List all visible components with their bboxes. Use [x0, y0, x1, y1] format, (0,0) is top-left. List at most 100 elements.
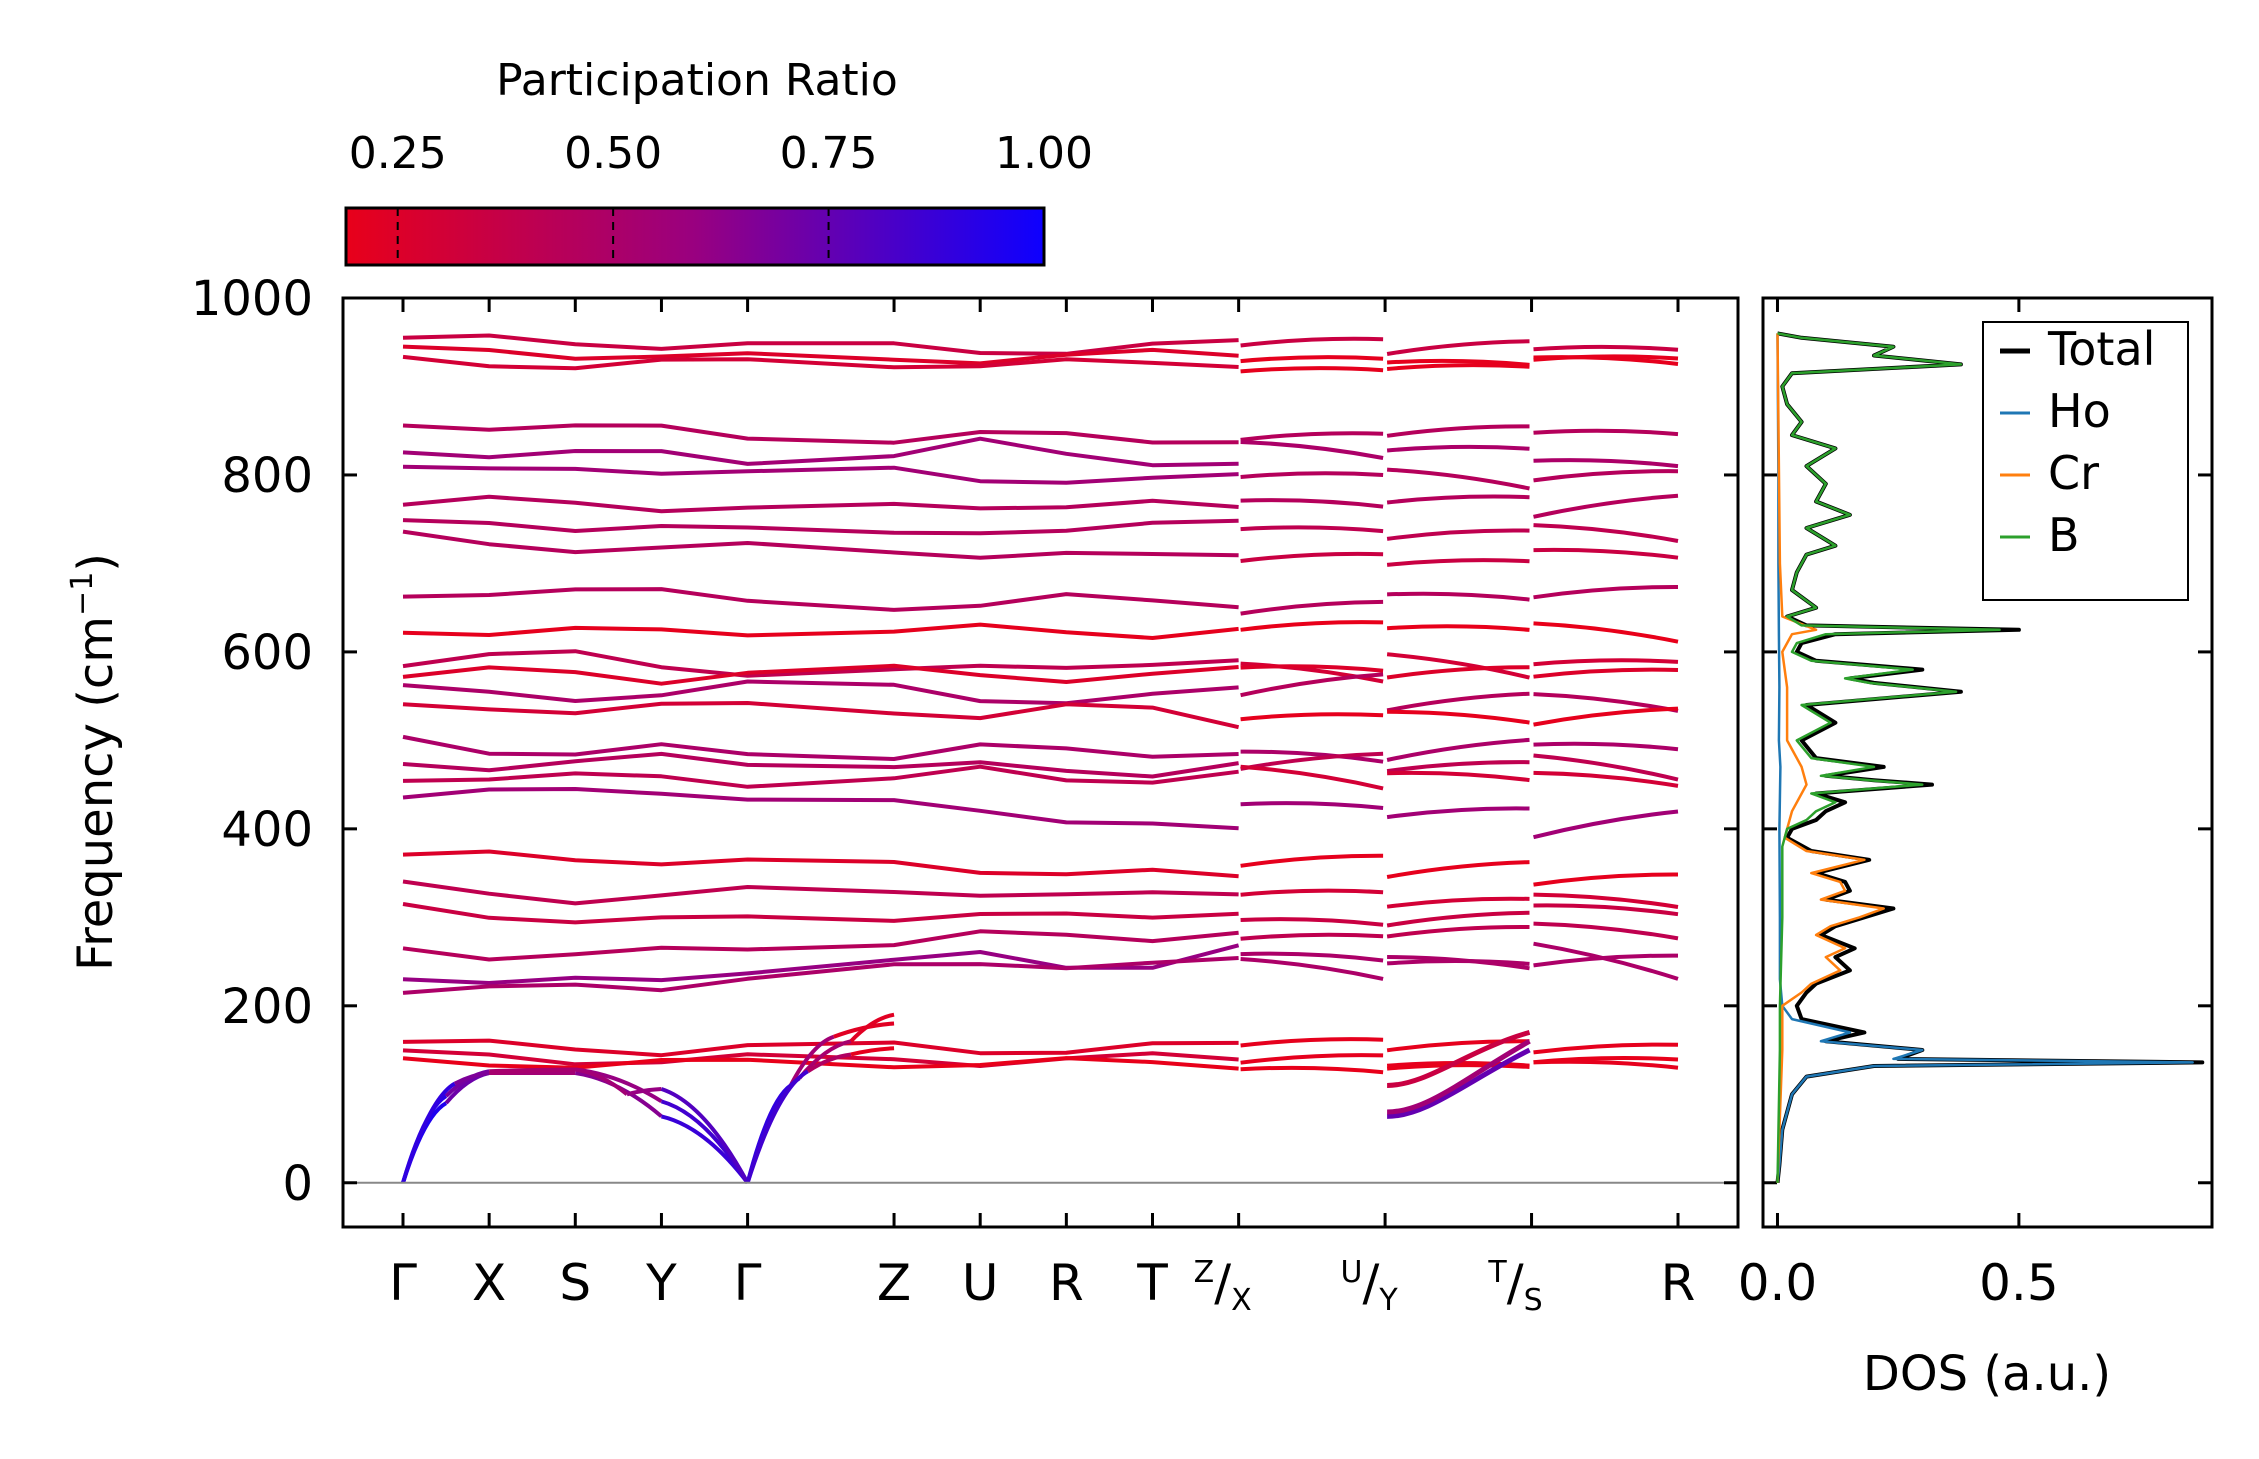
band-line	[1387, 591, 1530, 602]
band-line	[402, 518, 1239, 536]
x-tick-label: T/S	[1487, 1254, 1542, 1318]
band-line	[402, 423, 1239, 445]
acoustic-band-line	[660, 1087, 750, 1184]
y-tick-label: 200	[221, 979, 313, 1035]
band-lines	[401, 333, 1679, 1184]
band-line	[1386, 467, 1530, 491]
band-line	[402, 751, 1239, 779]
y-tick-label: 400	[221, 802, 313, 858]
band-plot-frame	[341, 296, 1740, 1229]
dos-x-tick-labels: 0.0 0.5	[1738, 1254, 2059, 1312]
band-line	[1533, 770, 1679, 788]
band-line	[1240, 366, 1384, 374]
band-line	[1386, 924, 1530, 939]
band-line	[402, 494, 1239, 514]
band-line	[1240, 661, 1384, 684]
band-line	[1386, 558, 1530, 567]
colorbar-ticks: 0.25 0.50 0.75 1.00	[349, 128, 1093, 265]
band-line	[402, 587, 1239, 612]
x-tick-label: X	[472, 1254, 506, 1312]
dos-legend: Total Ho Cr B	[1982, 321, 2189, 601]
band-line	[1240, 749, 1384, 764]
y-tick-label: 800	[221, 448, 313, 504]
band-line	[1240, 551, 1384, 563]
band-line	[1386, 652, 1530, 680]
band-line	[1386, 806, 1530, 820]
x-tick-label: T	[1136, 1254, 1168, 1312]
band-line	[1533, 621, 1679, 644]
band-line	[402, 764, 1239, 789]
band-line	[1386, 1063, 1530, 1071]
band-line	[1240, 440, 1384, 460]
band-line	[1533, 658, 1679, 667]
band-line	[402, 663, 1239, 686]
band-line	[1386, 444, 1530, 453]
band-line	[1386, 691, 1530, 713]
acoustic-band-line	[745, 1076, 801, 1184]
band-line	[1387, 955, 1530, 971]
band-line	[1240, 888, 1384, 897]
band-y-tick-labels: 0 200 400 600 800 1000	[191, 271, 313, 1212]
band-line	[1386, 624, 1530, 632]
legend-label-total: Total	[2047, 322, 2155, 376]
band-line	[1386, 760, 1530, 774]
x-tick-label: S	[559, 1254, 591, 1312]
band-line	[1533, 872, 1679, 887]
band-line	[1533, 741, 1679, 752]
band-line	[402, 344, 1239, 366]
band-line	[402, 436, 1239, 468]
band-line	[1533, 344, 1679, 352]
band-line	[1240, 664, 1384, 673]
band-line	[1240, 712, 1384, 722]
band-line	[402, 943, 1240, 985]
band-line	[1240, 599, 1384, 616]
band-line	[1533, 903, 1679, 917]
band-line	[1386, 363, 1530, 371]
acoustic-band-line	[401, 1081, 456, 1184]
dos-lines	[1775, 331, 2205, 1184]
band-line	[1386, 358, 1530, 367]
band-line	[1240, 932, 1384, 941]
x-tick-label: Γ	[389, 1254, 417, 1312]
band-line	[1240, 672, 1384, 698]
colorbar-tick-label: 0.50	[564, 128, 662, 179]
x-tick-label: Z/X	[1194, 1254, 1252, 1318]
band-line	[1533, 809, 1679, 840]
acoustic-band-line	[453, 1071, 490, 1086]
band-line	[1533, 584, 1679, 600]
band-line	[1533, 428, 1679, 437]
legend-label-b: B	[2048, 508, 2080, 562]
band-line	[402, 354, 1239, 371]
band-line	[1533, 458, 1679, 469]
band-line	[402, 333, 1239, 356]
band-line	[1386, 424, 1530, 438]
band-line	[1240, 431, 1384, 442]
x-tick-label: U/Y	[1341, 1254, 1399, 1318]
band-line	[1533, 523, 1679, 543]
x-tick-label: R	[1661, 1254, 1696, 1312]
dos-x-tick-label: 0.5	[1979, 1254, 2059, 1312]
band-line	[1533, 1042, 1679, 1055]
band-line	[1240, 764, 1384, 791]
acoustic-band-line	[660, 1099, 750, 1184]
band-line	[1533, 892, 1679, 909]
band-line	[1386, 1039, 1530, 1053]
acoustic-band-line	[401, 1101, 448, 1184]
y-axis-label: Frequency (cm−1)	[65, 553, 124, 971]
band-line	[1386, 494, 1530, 505]
band-line	[402, 902, 1239, 925]
band-line	[1533, 354, 1679, 362]
acoustic-band-line	[489, 1067, 576, 1076]
band-line	[1240, 355, 1384, 364]
band-line	[1387, 709, 1530, 725]
colorbar-gradient	[344, 206, 1046, 267]
band-line	[1533, 706, 1679, 727]
band-line	[1533, 1056, 1679, 1065]
legend-label-ho: Ho	[2048, 384, 2111, 438]
dos-line-b	[1776, 332, 2001, 1183]
acoustic-band-line	[806, 1052, 852, 1073]
band-line	[1533, 469, 1679, 483]
colorbar-tick-label: 1.00	[995, 128, 1093, 179]
band-line	[1386, 860, 1530, 879]
